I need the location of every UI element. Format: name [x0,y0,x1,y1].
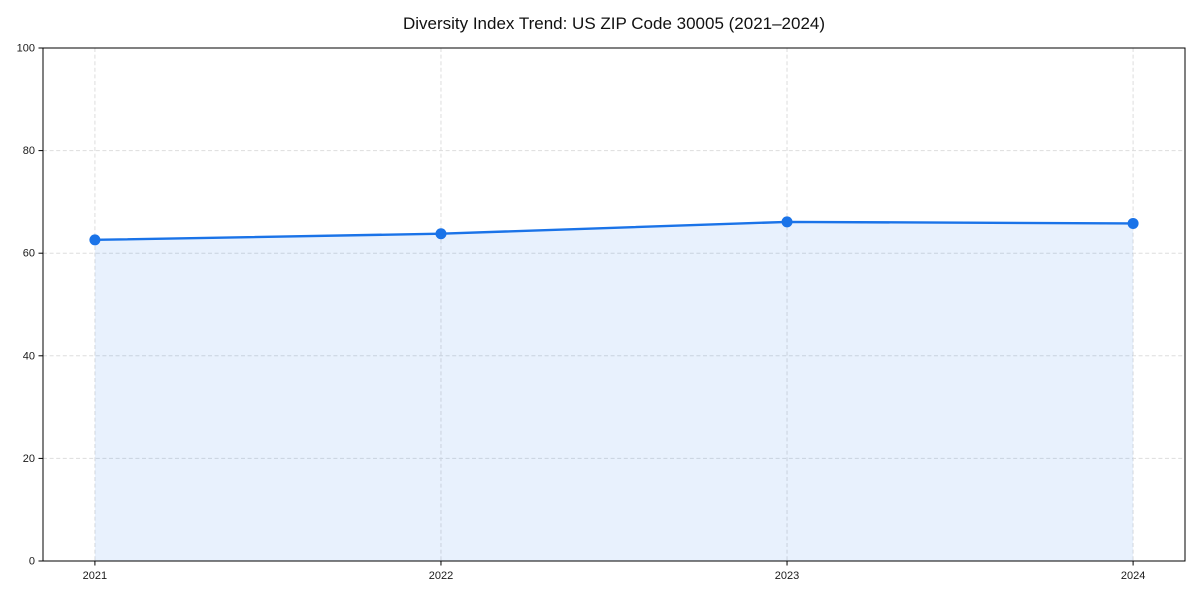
x-tick-label: 2022 [429,570,453,582]
axes-and-ticks [38,47,1186,566]
x-tick-label: 2024 [1121,570,1145,582]
trend-line [93,220,1135,242]
tick-labels: 0 20 40 60 80 100 2021 2022 2023 2024 [17,43,1146,582]
y-tick-label: 100 [17,43,35,55]
data-points [89,216,1139,246]
series-line [93,220,1135,242]
y-tick-label: 80 [23,145,35,157]
y-tick-label: 0 [29,556,35,568]
series-area-fill [94,221,1134,562]
x-tick-label: 2021 [83,570,107,582]
data-point-2021 [89,234,101,246]
chart-title: Diversity Index Trend: US ZIP Code 30005… [403,14,825,33]
plot-box-spines [42,47,1186,562]
y-tick-label: 20 [23,453,35,465]
data-point-2024 [1127,217,1139,229]
y-tick-label: 60 [23,248,35,260]
y-tick-label: 40 [23,350,35,362]
area-fill [94,221,1134,562]
x-tick-label: 2023 [775,570,799,582]
data-point-2022 [435,228,447,240]
data-point-2023 [781,216,793,228]
